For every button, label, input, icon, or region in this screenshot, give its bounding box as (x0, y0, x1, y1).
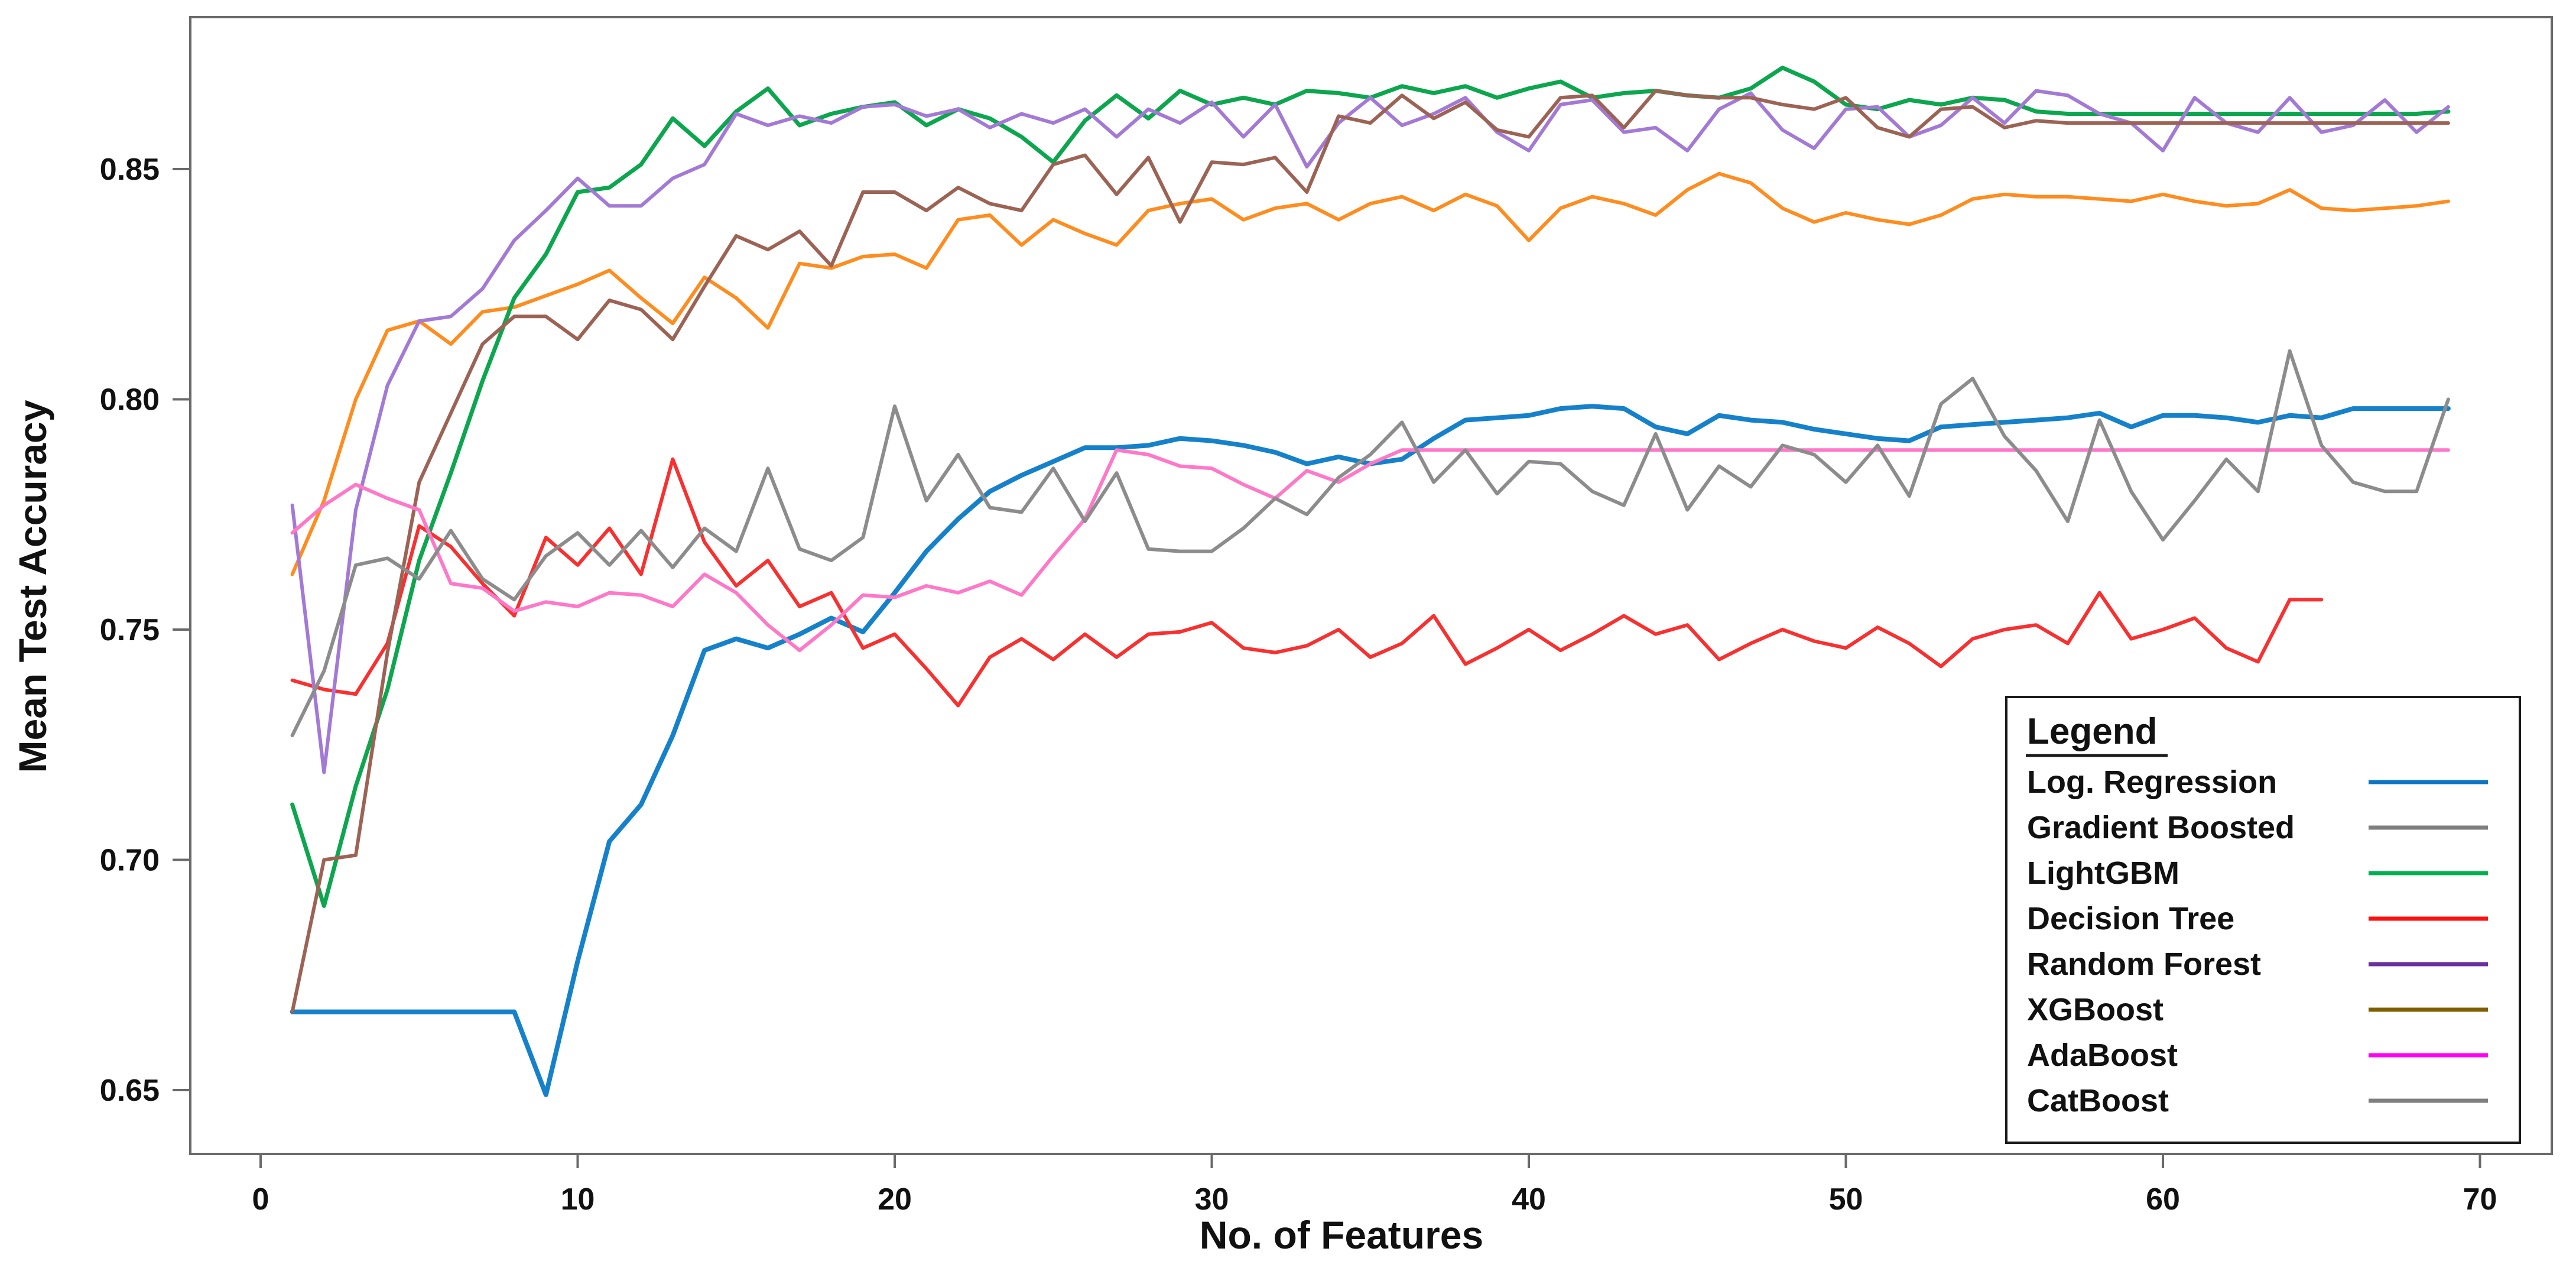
legend-item-gradient-boosted: Gradient Boosted (2027, 810, 2488, 845)
y-tick-label-0.75: 0.75 (100, 613, 160, 647)
series-line-xgboost (290, 89, 2450, 1014)
x-tick-label-70: 70 (2463, 1182, 2497, 1217)
series-line-gradient-boosted (290, 171, 2450, 576)
x-tick-label-0: 0 (252, 1182, 269, 1217)
y-tick-label-0.70: 0.70 (100, 844, 160, 878)
x-tick-label-40: 40 (1512, 1182, 1546, 1217)
legend-label-decision-tree: Decision Tree (2027, 901, 2234, 936)
plot-series (290, 66, 2451, 1097)
y-tick-label-0.80: 0.80 (100, 383, 160, 417)
legend-label-xgboost: XGBoost (2027, 992, 2164, 1027)
series-line-decision-tree (290, 457, 2324, 708)
legend-item-decision-tree: Decision Tree (2027, 901, 2488, 936)
y-axis-title: Mean Test Accuracy (11, 400, 54, 773)
y-axis-ticks: 0.85 0.80 0.75 0.70 0.65 (100, 153, 190, 1108)
axes-box (189, 16, 2553, 1155)
x-tick-label-20: 20 (878, 1182, 912, 1217)
y-tick-label-0.65: 0.65 (100, 1074, 160, 1108)
legend-label-gradient-boosted: Gradient Boosted (2027, 810, 2295, 845)
legend-item-lightgbm: LightGBM (2027, 855, 2488, 891)
x-tick-label-50: 50 (1829, 1182, 1863, 1217)
legend-item-random-forest: Random Forest (2027, 946, 2488, 982)
legend-label-log-regression: Log. Regression (2027, 764, 2277, 800)
x-tick-label-30: 30 (1195, 1182, 1229, 1217)
legend: Legend Log. Regression Gradient Boosted … (2005, 696, 2521, 1144)
series-line-catboost (290, 349, 2450, 738)
legend-label-random-forest: Random Forest (2027, 946, 2261, 982)
y-tick-label-0.85: 0.85 (100, 153, 160, 187)
x-axis-ticks: 0 10 20 30 40 50 60 70 (252, 1154, 2497, 1217)
x-tick-label-10: 10 (561, 1182, 595, 1217)
x-tick-label-60: 60 (2146, 1182, 2180, 1217)
legend-item-adaboost: AdaBoost (2027, 1037, 2488, 1073)
legend-label-catboost: CatBoost (2027, 1083, 2169, 1118)
series-line-random-forest (290, 89, 2450, 774)
legend-item-log-regression: Log. Regression (2027, 764, 2488, 800)
legend-item-catboost: CatBoost (2027, 1083, 2488, 1118)
legend-item-xgboost: XGBoost (2027, 992, 2488, 1027)
legend-label-lightgbm: LightGBM (2027, 855, 2179, 891)
legend-label-adaboost: AdaBoost (2027, 1037, 2178, 1073)
x-axis-title: No. of Features (1200, 1213, 1483, 1257)
legend-title: Legend (2027, 711, 2157, 752)
